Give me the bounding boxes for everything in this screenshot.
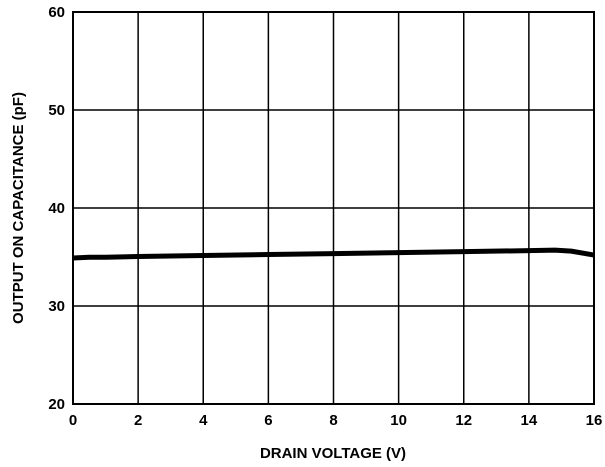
y-axis-title: OUTPUT ON CAPACITANCE (pF) (10, 92, 27, 324)
x-tick-label: 4 (199, 412, 208, 429)
grid (72, 11, 595, 405)
x-tick-label: 12 (455, 412, 472, 429)
x-tick-label: 6 (264, 412, 272, 429)
y-tick-label: 40 (48, 200, 65, 217)
series-group (72, 247, 595, 261)
y-tick-label: 60 (48, 4, 65, 21)
x-tick-label: 14 (521, 412, 538, 429)
series-line (72, 247, 595, 261)
x-tick-label: 2 (134, 412, 142, 429)
x-tick-label: 8 (329, 412, 337, 429)
y-tick-label: 20 (48, 396, 65, 413)
tick-labels: 0 2 4 6 8 10 12 14 16 20 30 40 50 60 (48, 4, 602, 429)
y-tick-label: 50 (48, 102, 65, 119)
plot-frame (72, 11, 595, 405)
x-tick-label: 0 (69, 412, 77, 429)
x-tick-label: 10 (390, 412, 407, 429)
x-tick-label: 16 (586, 412, 603, 429)
y-tick-label: 30 (48, 298, 65, 315)
x-axis-title: DRAIN VOLTAGE (V) (260, 445, 406, 462)
